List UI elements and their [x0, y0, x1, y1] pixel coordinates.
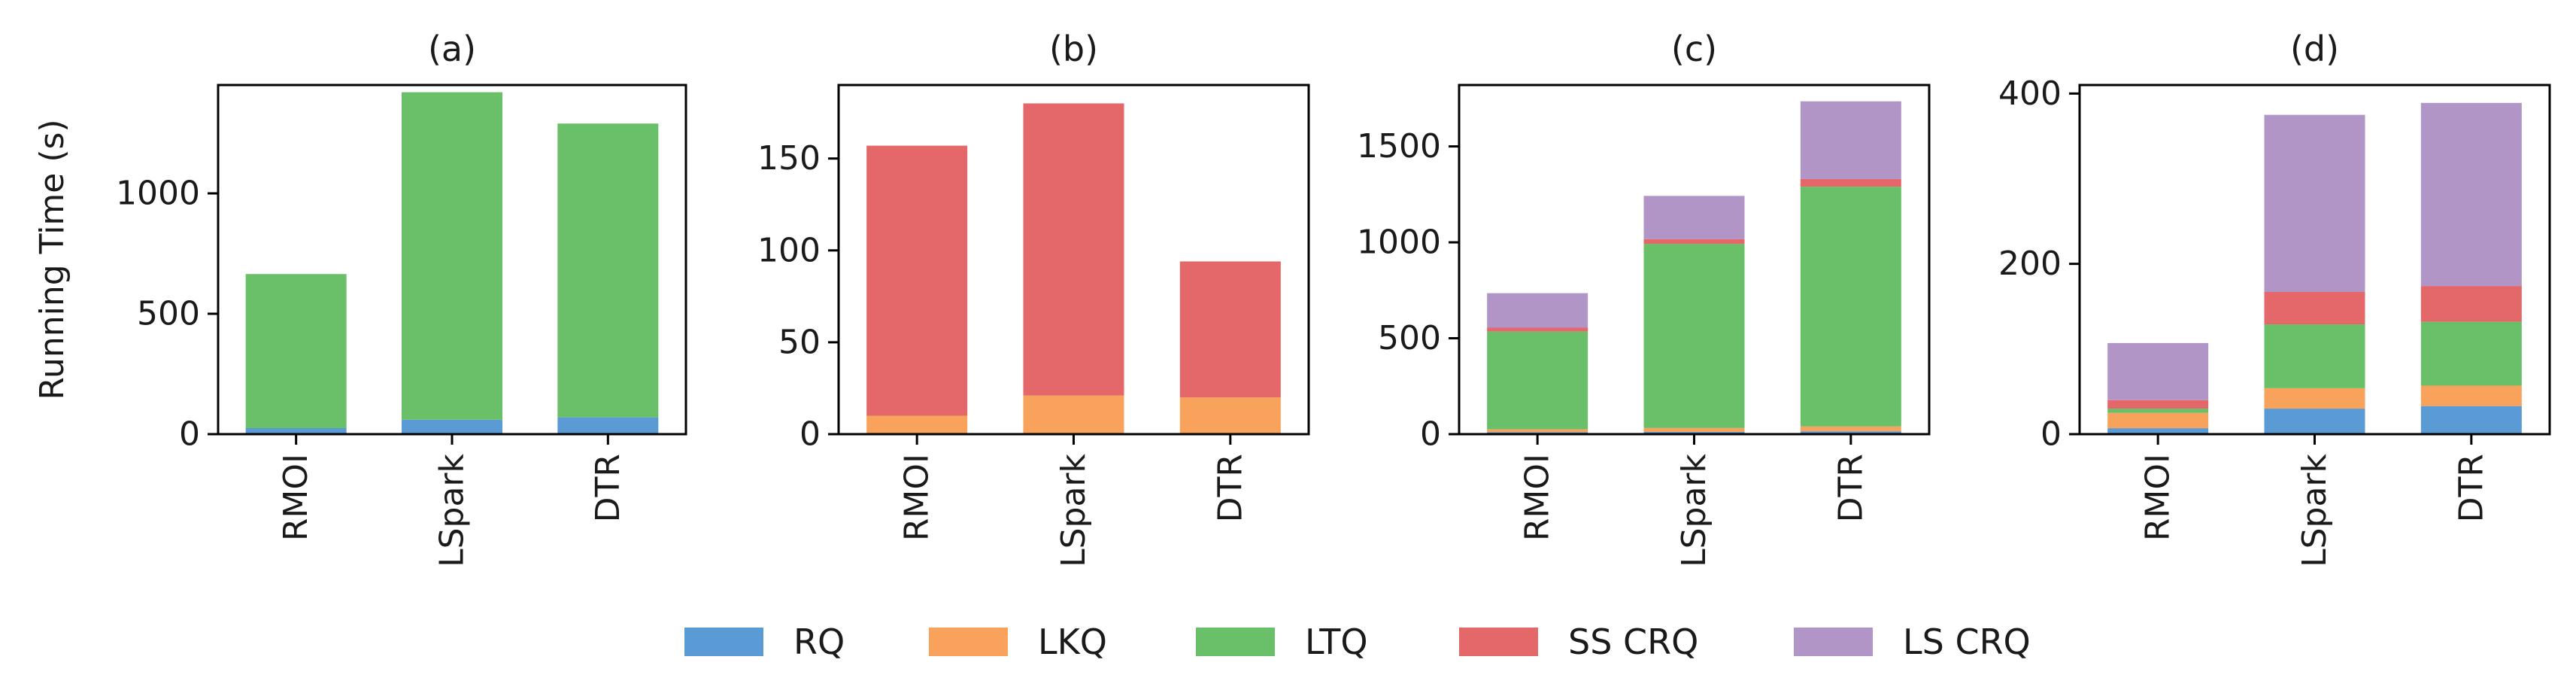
bar-ltq-dtr	[1800, 187, 1901, 427]
y-tick-label: 1500	[1357, 127, 1441, 166]
bar-ss-crq-lspark	[1023, 103, 1124, 396]
bar-ltq-lspark	[402, 92, 502, 420]
bar-ss-crq-rmoi	[1487, 327, 1588, 332]
y-tick-label: 100	[757, 231, 821, 269]
legend-swatch	[1794, 628, 1873, 656]
x-tick-label: DTR	[2452, 454, 2490, 522]
bar-lkq-dtr	[1800, 426, 1901, 432]
x-tick-label: RMOI	[898, 454, 936, 541]
panel-title: (c)	[1671, 29, 1717, 69]
y-tick-label: 0	[179, 415, 200, 454]
panel-a: RMOI LSpark DTR 0 500 1000 (a)	[116, 29, 687, 567]
y-tick-label: 50	[778, 323, 821, 361]
y-tick-label: 0	[800, 415, 821, 454]
bar-ss-crq-dtr	[1800, 178, 1901, 187]
bar-rq-lspark	[2264, 409, 2365, 434]
bar-ls-crq-dtr	[2420, 102, 2522, 287]
y-axis-label: Running Time (s)	[33, 119, 71, 400]
bar-rq-lspark	[402, 419, 502, 434]
y-tick-label: 1000	[116, 175, 200, 213]
bar-ls-crq-rmoi	[1487, 293, 1588, 328]
bar-ltq-rmoi	[1487, 331, 1588, 430]
plot-frame	[217, 84, 687, 436]
bar-ss-crq-rmoi	[866, 145, 968, 416]
legend-item-ltq: LTQ	[1196, 622, 1368, 662]
bar-lkq-lspark	[2264, 388, 2365, 409]
bar-ss-crq-dtr	[1179, 261, 1281, 398]
panel-title: (b)	[1049, 29, 1098, 69]
legend-swatch	[684, 628, 763, 656]
bar-ls-crq-dtr	[1800, 101, 1901, 179]
panel-title: (d)	[2290, 29, 2339, 69]
bar-rq-dtr	[2420, 406, 2522, 434]
plot-frame	[2078, 84, 2551, 436]
y-tick-label: 0	[2040, 415, 2062, 454]
y-tick-label: 1000	[1357, 223, 1441, 262]
x-tick-label: LSpark	[2295, 453, 2334, 567]
x-tick-label: DTR	[1211, 454, 1249, 522]
bar-lkq-rmoi	[2107, 412, 2209, 429]
legend-label: LS CRQ	[1903, 622, 2031, 662]
legend-label: SS CRQ	[1568, 622, 1698, 662]
panel-c: RMOI LSpark DTR 0 500 1000 1500 (c)	[1357, 29, 1931, 567]
bar-lkq-lspark	[1023, 395, 1124, 434]
legend-label: LKQ	[1038, 622, 1107, 662]
y-tick-label: 0	[1420, 415, 1441, 454]
legend-item-ls-crq: LS CRQ	[1794, 622, 2031, 662]
bar-ss-crq-lspark	[2264, 292, 2365, 325]
x-tick-label: DTR	[1831, 454, 1870, 522]
y-tick-label: 500	[137, 295, 200, 333]
legend-label: LTQ	[1305, 622, 1368, 662]
y-tick-label: 200	[1998, 245, 2062, 283]
bar-ls-crq-rmoi	[2107, 342, 2209, 400]
bar-lkq-lspark	[1643, 427, 1745, 432]
legend-swatch	[1459, 628, 1538, 656]
x-tick-label: DTR	[589, 454, 627, 522]
legend-item-ss-crq: SS CRQ	[1459, 622, 1698, 662]
bar-ls-crq-lspark	[1643, 196, 1745, 239]
panel-b: RMOI LSpark DTR 0 50 100 150 (b)	[757, 29, 1310, 567]
legend-swatch	[929, 628, 1008, 656]
bar-ss-crq-rmoi	[2107, 400, 2209, 409]
x-tick-label: LSpark	[1675, 453, 1713, 567]
bar-rq-lspark	[1643, 431, 1745, 434]
legend-swatch	[1196, 628, 1275, 656]
bar-lkq-dtr	[1179, 397, 1281, 434]
bar-rq-dtr	[557, 417, 659, 434]
x-tick-label: RMOI	[1519, 454, 1557, 541]
bar-ss-crq-lspark	[1643, 239, 1745, 245]
panel-d: RMOI LSpark DTR 0 200 400 (d)	[1998, 29, 2551, 567]
x-tick-label: RMOI	[2139, 454, 2177, 541]
bar-lkq-rmoi	[866, 415, 968, 434]
plot-frame	[1458, 84, 1931, 436]
x-tick-label: LSpark	[433, 453, 472, 567]
x-tick-label: LSpark	[1054, 453, 1093, 567]
legend-label: RQ	[793, 622, 845, 662]
x-tick-label: RMOI	[277, 454, 315, 541]
bar-lkq-dtr	[2420, 385, 2522, 406]
legend: RQ LKQ LTQ SS CRQ LS CRQ	[684, 622, 2031, 662]
bar-ltq-lspark	[2264, 324, 2365, 388]
y-tick-label: 400	[1998, 74, 2062, 113]
legend-item-lkq: LKQ	[929, 622, 1107, 662]
bar-ss-crq-dtr	[2420, 286, 2522, 322]
bar-lkq-rmoi	[1487, 429, 1588, 433]
legend-item-rq: RQ	[684, 622, 845, 662]
bar-ltq-rmoi	[2107, 409, 2209, 413]
panel-title: (a)	[428, 29, 476, 69]
y-tick-label: 150	[757, 139, 821, 178]
bar-ls-crq-lspark	[2264, 114, 2365, 293]
bar-rq-dtr	[1800, 431, 1901, 434]
bar-rq-rmoi	[245, 428, 347, 434]
bar-ltq-rmoi	[245, 274, 347, 428]
plot-frame	[837, 84, 1310, 436]
bar-rq-rmoi	[2107, 428, 2209, 434]
bar-ltq-lspark	[1643, 244, 1745, 428]
bar-ltq-dtr	[557, 123, 659, 418]
bar-ltq-dtr	[2420, 321, 2522, 386]
y-tick-label: 500	[1378, 319, 1441, 357]
